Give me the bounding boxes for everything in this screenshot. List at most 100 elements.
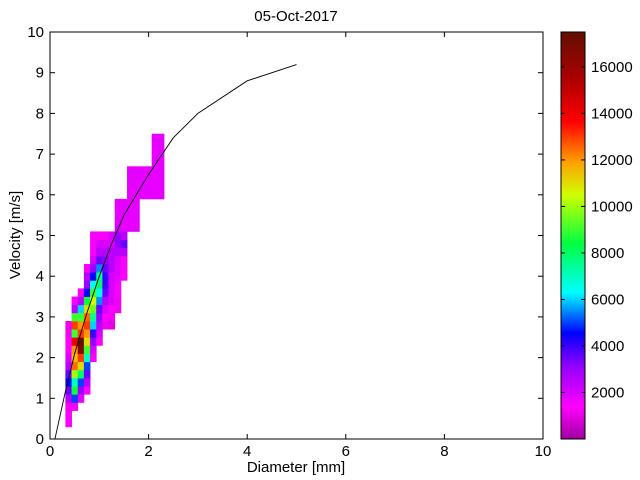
heatmap-cell	[90, 263, 97, 273]
heatmap-cell	[133, 207, 140, 216]
heatmap-cell	[71, 353, 79, 363]
heatmap-cell	[127, 198, 134, 208]
heatmap-cell	[90, 312, 97, 322]
heatmap-cell	[90, 337, 97, 346]
heatmap-cell	[157, 182, 165, 192]
colorbar-gradient	[560, 31, 586, 440]
heatmap-cell	[71, 304, 79, 314]
heatmap-cell	[71, 312, 79, 322]
heatmap-cell	[151, 133, 159, 143]
heatmap-cell	[71, 369, 79, 379]
heatmap-cell	[77, 345, 85, 354]
heatmap-cell	[83, 345, 91, 354]
heatmap-cell	[77, 296, 85, 306]
y-tick-label: 6	[36, 187, 44, 204]
y-axis-ticks: 0 1 2 3 4 5 6 7 8 9 10	[27, 24, 543, 448]
colorbar-ticks: 2000 4000 6000 8000 10000 12000 14000 16000	[561, 59, 633, 401]
heatmap-cell	[96, 239, 103, 249]
heatmap-cell	[139, 182, 146, 192]
heatmap-cell	[139, 166, 146, 175]
heatmap-cell	[83, 386, 91, 395]
heatmap-cell	[157, 158, 165, 167]
heatmap-cell	[65, 410, 72, 420]
heatmap-cell	[71, 377, 79, 387]
heatmap-cell	[71, 361, 79, 371]
heatmap-cell	[65, 402, 72, 411]
y-axis-label: Velocity [m/s]	[7, 191, 24, 279]
heatmap-cell	[96, 329, 103, 338]
heatmap-cell	[96, 255, 103, 265]
colorbar-tick-label: 14000	[591, 105, 633, 122]
heatmap-cell	[120, 231, 128, 240]
heatmap-cell	[77, 353, 85, 363]
heatmap-cell	[102, 263, 109, 273]
colorbar-tick-label: 2000	[591, 384, 624, 401]
heatmap-cell	[114, 198, 122, 208]
y-tick-label: 5	[36, 228, 44, 245]
heatmap-cell	[108, 296, 116, 306]
colorbar-tick-label: 12000	[591, 152, 633, 169]
heatmap-cell	[90, 345, 97, 354]
heatmap-cell	[151, 166, 159, 175]
fit-line	[54, 64, 297, 439]
heatmap-cell	[96, 231, 103, 240]
heatmap-cell	[120, 215, 128, 224]
heatmap-cell	[102, 272, 109, 281]
heatmap-cell	[114, 207, 122, 216]
heatmap-cell	[65, 345, 72, 354]
heatmap-cell	[114, 288, 122, 297]
heatmap-cell	[127, 174, 134, 183]
heatmap-cell	[108, 304, 116, 314]
x-tick-label: 2	[144, 443, 152, 460]
heatmap-cell	[65, 418, 72, 428]
heatmap-cell	[120, 198, 128, 208]
heatmap-cell	[96, 247, 103, 257]
heatmap-cell	[83, 304, 91, 314]
heatmap-cell	[120, 263, 128, 273]
heatmap-cell	[77, 386, 85, 395]
heatmap-cell	[114, 247, 122, 257]
heatmap-cell	[83, 353, 91, 363]
colorbar-tick-label: 16000	[591, 59, 633, 76]
heatmap-cell	[83, 263, 91, 273]
heatmap-cell	[71, 296, 79, 306]
heatmap-cell	[114, 215, 122, 224]
heatmap-cell	[127, 215, 134, 224]
heatmap-cell	[157, 190, 165, 200]
heatmap-cell	[71, 394, 79, 403]
y-tick-label: 10	[27, 24, 44, 41]
plot-area: 0 2 4 6 8 10 0 1 2 3 4 5 6 7 8 9 10	[27, 24, 551, 460]
heatmap-cell	[114, 280, 122, 289]
heatmap-cell	[133, 215, 140, 224]
heatmap-cells	[65, 133, 165, 428]
heatmap-cell	[139, 190, 146, 200]
heatmap-cell	[151, 150, 159, 159]
heatmap-cell	[102, 239, 109, 249]
heatmap-cell	[133, 223, 140, 232]
heatmap-cell	[65, 337, 72, 346]
heatmap-cell	[77, 394, 85, 403]
heatmap-cell	[65, 394, 72, 403]
heatmap-cell	[83, 280, 91, 289]
heatmap-cell	[83, 312, 91, 322]
heatmap-cell	[90, 296, 97, 306]
heatmap-cell	[151, 174, 159, 183]
y-tick-label: 8	[36, 105, 44, 122]
heatmap-cell	[96, 304, 103, 314]
heatmap-cell	[145, 182, 153, 192]
heatmap-cell	[65, 329, 72, 338]
heatmap-cell	[127, 207, 134, 216]
heatmap-cell	[151, 158, 159, 167]
heatmap-cell	[90, 239, 97, 249]
heatmap-cell	[71, 320, 79, 330]
heatmap-cell	[71, 402, 79, 411]
heatmap-cell	[108, 280, 116, 289]
heatmap-cell	[90, 255, 97, 265]
colorbar-tick-label: 8000	[591, 245, 624, 262]
x-tick-label: 4	[243, 443, 251, 460]
heatmap-cell	[83, 320, 91, 330]
heatmap-cell	[102, 304, 109, 314]
heatmap-cell	[108, 272, 116, 281]
heatmap-cell	[96, 288, 103, 297]
